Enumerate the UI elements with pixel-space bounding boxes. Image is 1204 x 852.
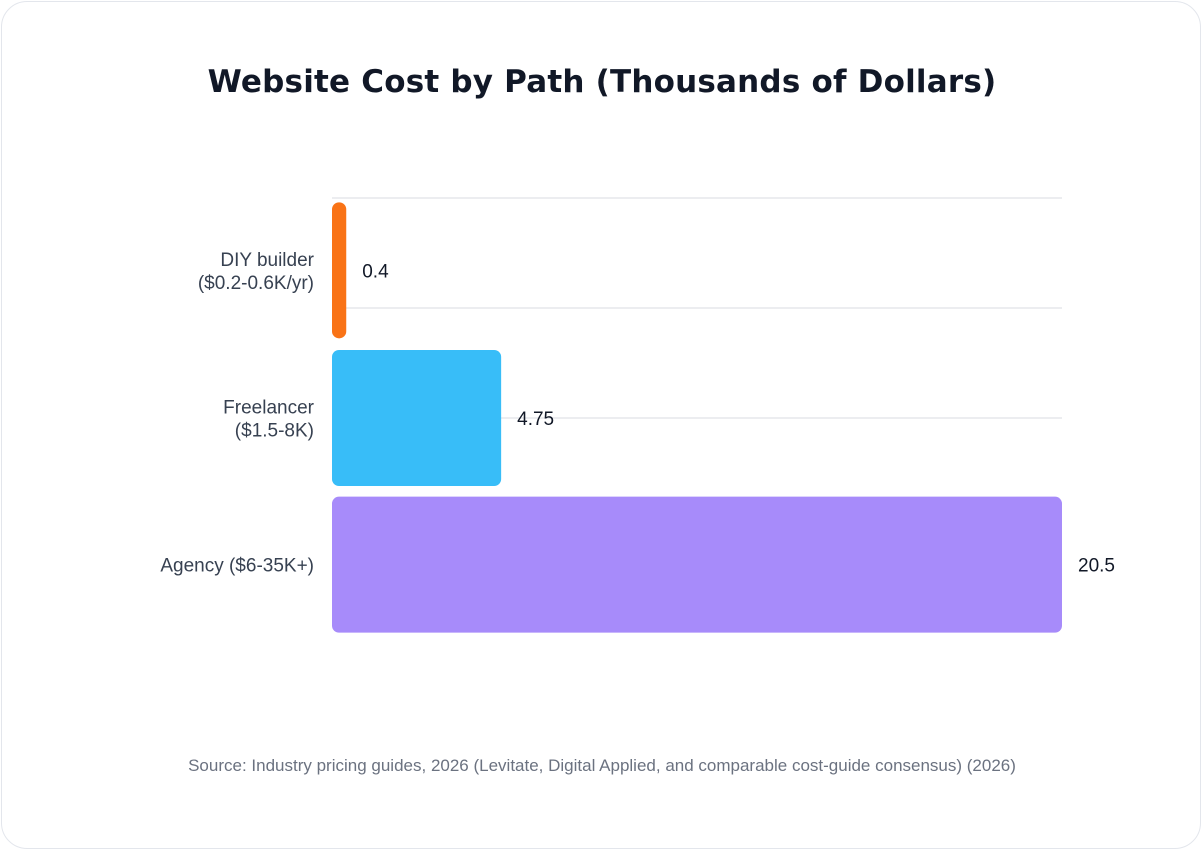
value-label: 4.75: [517, 409, 554, 430]
bar: [332, 202, 347, 339]
chart-title: Website Cost by Path (Thousands of Dolla…: [207, 64, 997, 100]
category-label: ($1.5-8K): [235, 421, 314, 442]
category-label: ($0.2-0.6K/yr): [198, 273, 314, 294]
bar: [332, 350, 502, 486]
category-label: Freelancer: [223, 398, 314, 419]
value-label: 20.5: [1078, 556, 1115, 577]
category-label: Agency ($6-35K+): [160, 556, 314, 577]
value-label: 0.4: [362, 261, 389, 282]
source-note: Source: Industry pricing guides, 2026 (L…: [188, 756, 1016, 775]
labels: 0.4 DIY builder($0.2-0.6K/yr) 4.75 Freelanc…: [160, 250, 1115, 577]
bar: [332, 496, 1062, 633]
category-label: DIY builder: [220, 250, 314, 271]
bars: [332, 202, 1062, 633]
